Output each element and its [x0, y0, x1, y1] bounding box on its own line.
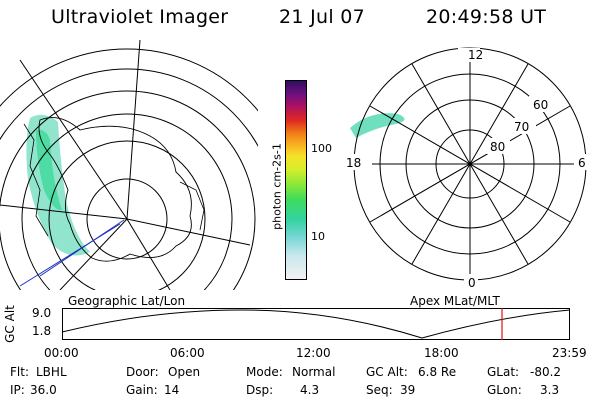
status-door-label: Door:: [126, 365, 159, 379]
observation-date: 21 Jul 07: [279, 6, 366, 28]
status-seq-label: Seq:: [366, 383, 393, 397]
timeline-xtick-0600: 06:00: [170, 346, 205, 360]
status-mode-value: Normal: [292, 365, 336, 379]
status-flt-value: LBHL: [36, 365, 67, 379]
polar-caption: Apex MLat/MLT: [410, 294, 500, 308]
status-dsp-label: Dsp:: [246, 383, 274, 397]
status-seq-value: 39: [400, 383, 416, 397]
status-door-value: Open: [168, 365, 201, 379]
status-glon-label: GLon:: [487, 383, 522, 397]
colorbar: [285, 80, 307, 280]
timeline-axis-title: GC Alt: [3, 305, 17, 343]
timeline-xtick-2359: 23:59: [552, 346, 587, 360]
polar-plot: [350, 47, 588, 290]
status-gain-label: Gain:: [126, 383, 158, 397]
timeline-ytick-bottom: 1.8: [32, 324, 52, 338]
timeline-xtick-1800: 18:00: [424, 346, 459, 360]
mlt-label-18: 18: [346, 156, 362, 170]
colorbar-tick-100: 100: [311, 142, 332, 155]
colorbar-tick-10: 10: [311, 230, 325, 243]
status-flt-label: Flt:: [10, 365, 29, 379]
timeline-ytick-top: 9.0: [32, 306, 52, 320]
status-gcalt-label: GC Alt:: [366, 365, 408, 379]
mlat-label-70: 70: [514, 120, 530, 134]
timeline-xtick-1200: 12:00: [296, 346, 331, 360]
status-mode-label: Mode:: [246, 365, 283, 379]
status-glat-label: GLat:: [487, 365, 520, 379]
observation-time: 20:49:58 UT: [426, 6, 547, 28]
status-ip-label: IP:: [10, 383, 25, 397]
mlt-label-6: 6: [578, 156, 586, 170]
mlt-label-0: 0: [468, 276, 476, 290]
geographic-map: [0, 40, 258, 290]
status-glat-value: -80.2: [530, 365, 562, 379]
mlt-label-12: 12: [468, 48, 484, 62]
mlat-label-60: 60: [533, 98, 549, 112]
altitude-timeline: [62, 308, 570, 340]
status-dsp-value: 4.3: [300, 383, 320, 397]
status-glon-value: 3.3: [540, 383, 560, 397]
geo-caption: Geographic Lat/Lon: [68, 294, 186, 308]
timeline-xtick-0000: 00:00: [44, 346, 79, 360]
status-ip-value: 36.0: [30, 383, 57, 397]
instrument-title: Ultraviolet Imager: [51, 6, 229, 28]
status-gcalt-value: 6.8 Re: [418, 365, 457, 379]
status-gain-value: 14: [164, 383, 180, 397]
mlat-label-80: 80: [490, 140, 506, 154]
colorbar-unit-label: photon cm-2s-1: [270, 143, 284, 230]
